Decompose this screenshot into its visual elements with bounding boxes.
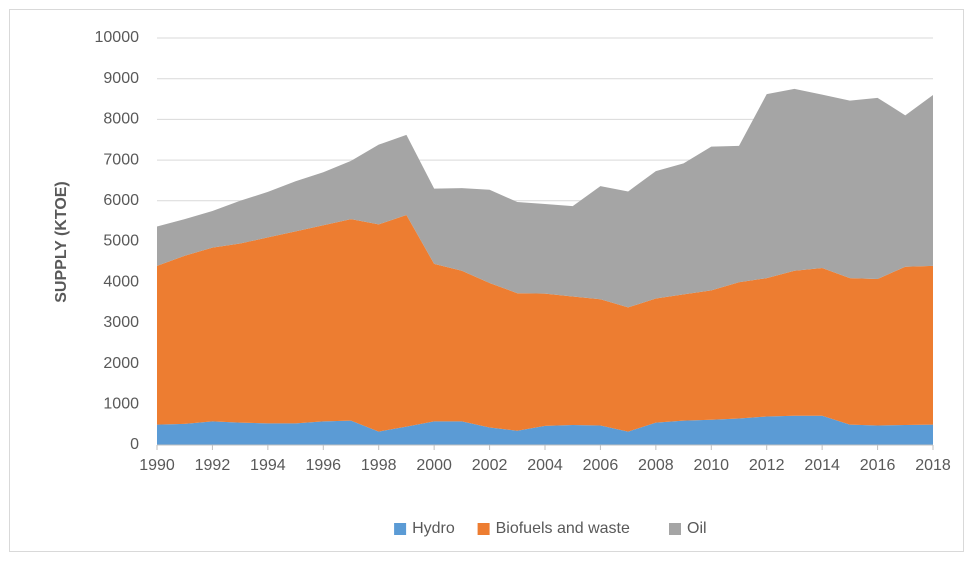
y-tick-label: 3000 bbox=[103, 314, 139, 331]
area bbox=[157, 215, 933, 432]
legend-label: Biofuels and waste bbox=[496, 520, 630, 537]
x-tick-label: 2002 bbox=[472, 457, 508, 474]
x-tick-label: 2006 bbox=[583, 457, 619, 474]
legend-label: Oil bbox=[687, 520, 707, 537]
x-tick-label: 1994 bbox=[250, 457, 286, 474]
y-tick-label: 6000 bbox=[103, 192, 139, 209]
x-tick-label: 1998 bbox=[361, 457, 397, 474]
x-tick-label: 2000 bbox=[416, 457, 452, 474]
y-tick-label: 2000 bbox=[103, 355, 139, 372]
x-tick-label: 2018 bbox=[915, 457, 951, 474]
y-tick-label: 5000 bbox=[103, 233, 139, 250]
legend-swatch bbox=[394, 523, 407, 535]
legend-label: Hydro bbox=[412, 520, 455, 537]
y-tick-label: 0 bbox=[130, 436, 139, 453]
x-tick-label: 1996 bbox=[305, 457, 341, 474]
area bbox=[157, 415, 933, 445]
x-tick-label: 1990 bbox=[139, 457, 175, 474]
x-tick-label: 2014 bbox=[804, 457, 840, 474]
y-tick-label: 8000 bbox=[103, 111, 139, 128]
legend-swatch bbox=[477, 523, 490, 535]
y-tick-label: 4000 bbox=[103, 273, 139, 290]
y-tick-label: 7000 bbox=[103, 151, 139, 168]
y-tick-label: 10000 bbox=[95, 29, 140, 46]
area bbox=[157, 88, 933, 308]
x-tick-label: 2012 bbox=[749, 457, 785, 474]
x-tick-label: 1992 bbox=[195, 457, 231, 474]
y-tick-label: 1000 bbox=[103, 396, 139, 413]
y-tick-label: 9000 bbox=[103, 70, 139, 87]
x-tick-label: 2004 bbox=[527, 457, 563, 474]
x-tick-label: 2008 bbox=[638, 457, 674, 474]
y-axis-label: SUPPLY (KTOE) bbox=[53, 181, 70, 303]
x-tick-label: 2010 bbox=[693, 457, 729, 474]
legend-swatch bbox=[669, 523, 681, 535]
x-tick-label: 2016 bbox=[860, 457, 896, 474]
